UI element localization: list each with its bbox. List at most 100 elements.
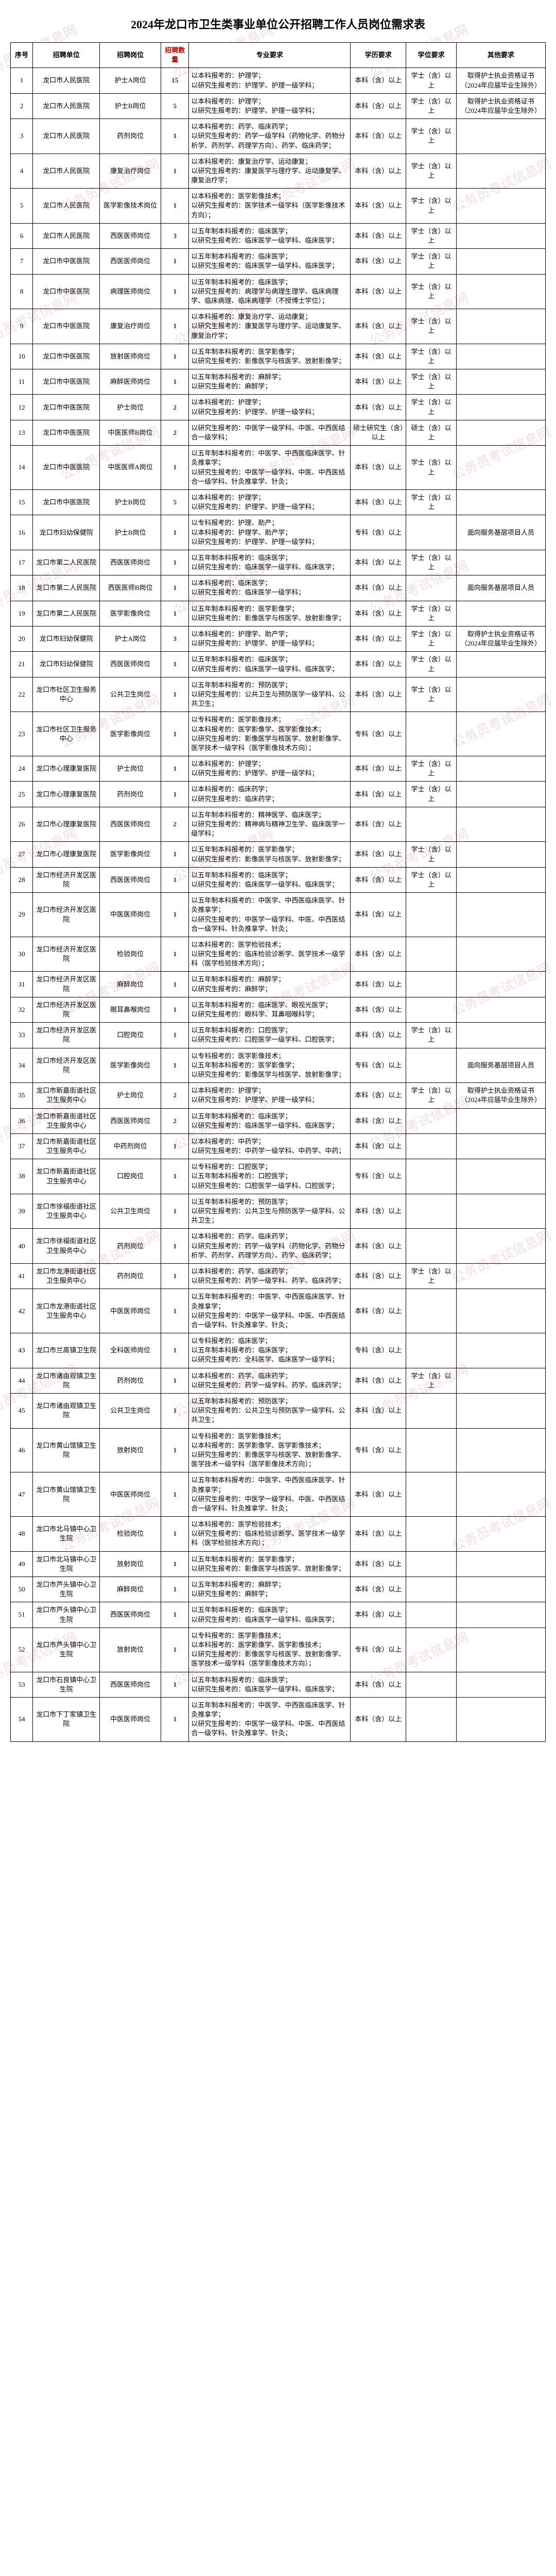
cell-spec: 以五年制本科报考的：麻醉学； 以研究生报考的：麻醉学； (189, 369, 351, 395)
requirements-table: 序号 招聘单位 招聘岗位 招聘数量 专业要求 学历要求 学位要求 其他要求 1龙… (10, 42, 546, 1742)
cell-unit: 龙口市黄山馆镇卫生院 (33, 1428, 100, 1472)
cell-seq: 11 (11, 369, 33, 395)
cell-num: 1 (161, 677, 189, 712)
cell-num: 1 (161, 1577, 189, 1602)
cell-edu: 专科（含）以上 (351, 515, 406, 550)
cell-deg: 学士（含）以上 (406, 626, 456, 652)
cell-seq: 18 (11, 575, 33, 601)
cell-unit: 龙口市诸由观镇卫生院 (33, 1394, 100, 1429)
cell-num: 1 (161, 369, 189, 395)
cell-seq: 45 (11, 1394, 33, 1429)
table-row: 43龙口市兰高镇卫生院全科医师岗位1以专科报考的：临床医学； 以五年制本科报考的… (11, 1333, 546, 1368)
table-body: 1龙口市人民医院护士A岗位15以本科报考的：护理学； 以研究生报考的：护理学、护… (11, 68, 546, 1741)
cell-deg (406, 1108, 456, 1133)
cell-spec: 以本科报考的：临床药学； 以研究生报考的：临床药学； (189, 782, 351, 807)
cell-other (456, 189, 545, 224)
cell-num: 2 (161, 1108, 189, 1133)
cell-other (456, 223, 545, 248)
cell-deg (406, 937, 456, 972)
table-row: 30龙口市经济开发区医院检验岗位1以本科报考的：医学检验技术； 以研究生报考的：… (11, 937, 546, 972)
cell-unit: 龙口市人民医院 (33, 93, 100, 118)
cell-num: 1 (161, 972, 189, 997)
cell-unit: 龙口市黄山馆镇卫生院 (33, 1472, 100, 1517)
cell-spec: 以五年制本科报考的：中医学、中西医临床医学、针灸推拿学； 以研究生报考的：中医学… (189, 446, 351, 490)
cell-num: 1 (161, 1628, 189, 1672)
cell-unit: 龙口市人民医院 (33, 119, 100, 154)
cell-deg: 学士（含）以上 (406, 309, 456, 344)
cell-seq: 52 (11, 1628, 33, 1672)
cell-deg (406, 1551, 456, 1577)
cell-spec: 以本科报考的：药学、临床药学； 以研究生报考的：药学一级学科、药学、临床药学； (189, 1263, 351, 1289)
cell-deg: 学士（含）以上 (406, 395, 456, 420)
cell-unit: 龙口市下丁家镇卫生院 (33, 1697, 100, 1741)
cell-unit: 龙口市经济开发区医院 (33, 997, 100, 1022)
cell-edu: 本科（含）以上 (351, 249, 406, 274)
cell-other (456, 1333, 545, 1368)
cell-unit: 龙口市第二人民医院 (33, 601, 100, 626)
cell-spec: 以五年制本科报考的：临床医学； 以研究生报考的：临床医学一级学科、临床医学； (189, 550, 351, 575)
cell-other (456, 1628, 545, 1672)
cell-spec: 以五年制本科报考的：临床医学； 以研究生报考的：临床医学一级学科、临床医学； (189, 1672, 351, 1697)
cell-other: 取得护士执业资格证书（2024年应届毕业生除外） (456, 1083, 545, 1108)
cell-deg (406, 1394, 456, 1429)
cell-edu: 本科（含）以上 (351, 1517, 406, 1552)
cell-edu: 本科（含）以上 (351, 550, 406, 575)
cell-spec: 以五年制本科报考的：预防医学； 以研究生报考的：公共卫生与预防医学一级学科、公共… (189, 1394, 351, 1429)
cell-seq: 30 (11, 937, 33, 972)
cell-spec: 以五年制本科报考的：中医学、中西医临床医学、针灸推拿学； 以研究生报考的：中医学… (189, 1289, 351, 1333)
table-row: 26龙口市心理康复医院西医医师岗位2以五年制本科报考的：精神医学、临床医学； 以… (11, 807, 546, 842)
table-row: 20龙口市妇幼保健院护士A岗位3以本科报考的：护理学、助产学； 以研究生报考的：… (11, 626, 546, 652)
cell-deg: 学士（含）以上 (406, 93, 456, 118)
cell-unit: 龙口市中医医院 (33, 446, 100, 490)
cell-edu: 本科（含）以上 (351, 309, 406, 344)
cell-other (456, 344, 545, 369)
cell-pos: 药剂岗位 (100, 1368, 161, 1393)
cell-unit: 龙口市社区卫生服务中心 (33, 712, 100, 756)
cell-edu: 本科（含）以上 (351, 223, 406, 248)
cell-unit: 龙口市中医医院 (33, 249, 100, 274)
cell-pos: 放射岗位 (100, 1551, 161, 1577)
cell-seq: 53 (11, 1672, 33, 1697)
cell-seq: 51 (11, 1602, 33, 1628)
cell-other (456, 1394, 545, 1429)
cell-unit: 龙口市经济开发区医院 (33, 893, 100, 937)
cell-other (456, 369, 545, 395)
cell-unit: 龙口市北马镇中心卫生院 (33, 1551, 100, 1577)
cell-num: 1 (161, 893, 189, 937)
cell-unit: 龙口市徐福街道社区卫生服务中心 (33, 1229, 100, 1264)
cell-deg: 学士（含）以上 (406, 189, 456, 224)
cell-num: 1 (161, 1159, 189, 1194)
cell-spec: 以五年制本科报考的：临床医学； 以研究生报考的：临床医学一级学科、临床医学； (189, 223, 351, 248)
cell-seq: 28 (11, 867, 33, 892)
cell-edu: 本科（含）以上 (351, 119, 406, 154)
cell-num: 1 (161, 1517, 189, 1552)
cell-seq: 33 (11, 1023, 33, 1048)
cell-pos: 医学影像技术岗位 (100, 189, 161, 224)
cell-num: 1 (161, 1394, 189, 1429)
cell-num: 1 (161, 1697, 189, 1741)
cell-num: 1 (161, 1672, 189, 1697)
cell-other: 取得护士执业资格证书（2024年应届毕业生除外） (456, 68, 545, 93)
cell-num: 1 (161, 550, 189, 575)
cell-unit: 龙口市心理康复医院 (33, 782, 100, 807)
table-row: 22龙口市社区卫生服务中心公共卫生岗位1以五年制本科报考的：预防医学； 以研究生… (11, 677, 546, 712)
table-row: 28龙口市经济开发区医院西医医师岗位1以五年制本科报考的：临床医学； 以研究生报… (11, 867, 546, 892)
cell-pos: 护士A岗位 (100, 68, 161, 93)
cell-spec: 以本科报考的：护理学； 以研究生报考的：护理学、护理一级学科； (189, 68, 351, 93)
cell-unit: 龙口市中医医院 (33, 489, 100, 515)
cell-seq: 3 (11, 119, 33, 154)
cell-other (456, 1194, 545, 1229)
cell-edu: 硕士研究生（含）以上 (351, 420, 406, 445)
cell-pos: 护士B岗位 (100, 489, 161, 515)
table-row: 42龙口市龙港街道社区卫生服务中心中医医师岗位1以五年制本科报考的：中医学、中西… (11, 1289, 546, 1333)
cell-deg (406, 1333, 456, 1368)
cell-spec: 以五年制本科报考的：精神医学、临床医学； 以研究生报考的：精神病与精神卫生学、临… (189, 807, 351, 842)
cell-edu: 本科（含）以上 (351, 1672, 406, 1697)
table-row: 44龙口市诸由观镇卫生院药剂岗位1以本科报考的：药学、临床药学； 以研究生报考的… (11, 1368, 546, 1393)
cell-seq: 31 (11, 972, 33, 997)
cell-seq: 19 (11, 601, 33, 626)
cell-deg (406, 1472, 456, 1517)
cell-num: 1 (161, 1602, 189, 1628)
cell-seq: 25 (11, 782, 33, 807)
cell-edu: 专科（含）以上 (351, 1048, 406, 1083)
